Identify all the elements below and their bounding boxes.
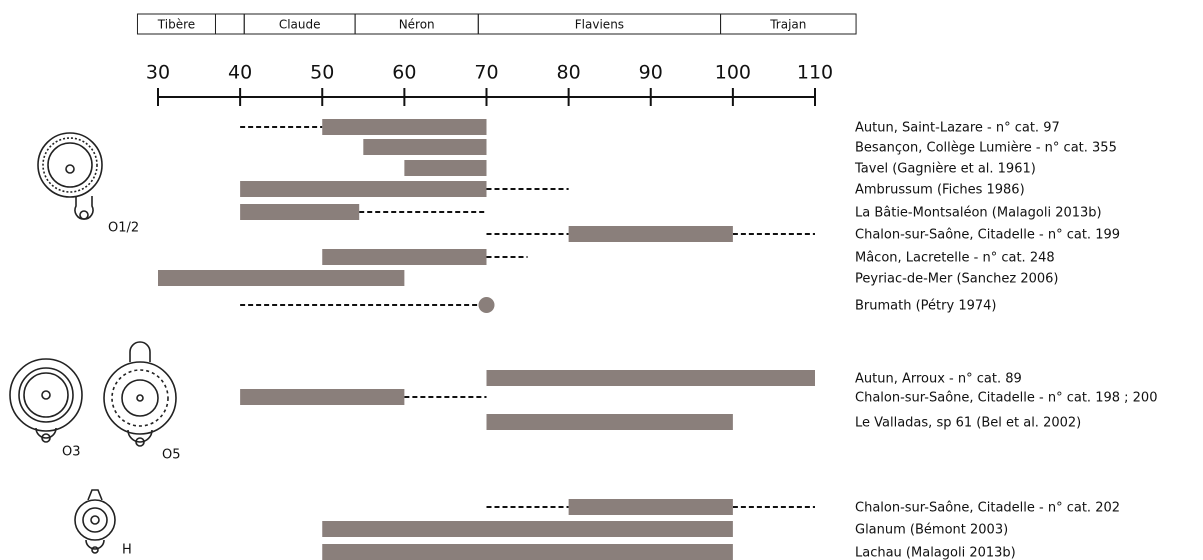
date-range-bar [404,160,487,176]
period-label: Flaviens [575,18,624,32]
date-range-bar [322,544,733,560]
site-label: Le Valladas, sp 61 (Bel et al. 2002) [855,416,1081,431]
site-label: Autun, Saint-Lazare - n° cat. 97 [855,121,1060,136]
date-range-bar [322,119,487,135]
site-label: Besançon, Collège Lumière - n° cat. 355 [855,141,1117,156]
site-label: La Bâtie-Montsaléon (Malagoli 2013b) [855,206,1102,221]
date-point [478,297,495,313]
period-box [720,13,857,35]
x-tick-label: 90 [639,62,663,84]
site-label: Mâcon, Lacretelle - n° cat. 248 [855,251,1055,266]
x-tick-label: 70 [474,62,498,84]
site-label: Chalon-sur-Saône, Citadelle - n° cat. 19… [855,391,1157,406]
date-range-bar [568,499,733,515]
site-label: Chalon-sur-Saône, Citadelle - n° cat. 19… [855,228,1120,243]
lamp-type: O5 [162,448,181,463]
x-tick-label: 40 [228,62,252,84]
period-label: Trajan [769,18,806,32]
site-label: Glanum (Bémont 2003) [855,523,1008,538]
lamp-type: O1/2 [108,221,139,236]
date-range-bar [486,370,815,386]
date-range-bar [240,181,487,197]
lamp-type: H [122,543,132,558]
date-range-bar [240,389,405,405]
date-range-bar [240,204,360,220]
period-label: Tibère [157,18,195,32]
date-range-bar [486,414,733,430]
site-label: Brumath (Pétry 1974) [855,299,996,314]
x-tick-label: 110 [797,62,833,84]
date-range-bar [322,249,487,265]
x-tick-label: 80 [557,62,581,84]
x-tick-label: 30 [146,62,170,84]
lamp-type: O3 [62,445,81,460]
site-label: Peyriac-de-Mer (Sanchez 2006) [855,272,1059,287]
site-label: Chalon-sur-Saône, Citadelle - n° cat. 20… [855,501,1120,516]
lamp-icons [9,132,177,554]
period-label: Claude [279,18,321,32]
date-range-bar [363,139,487,155]
site-label: Tavel (Gagnière et al. 1961) [854,162,1036,177]
period-box [214,13,245,35]
date-range-bar [568,226,733,242]
x-tick-label: 50 [310,62,334,84]
x-tick-label: 100 [715,62,751,84]
period-label: Néron [399,18,435,32]
date-range-bar [322,521,733,537]
site-label: Autun, Arroux - n° cat. 89 [855,372,1022,387]
x-tick-label: 60 [392,62,416,84]
date-range-bar [158,270,405,286]
site-label: Lachau (Malagoli 2013b) [855,546,1016,560]
site-label: Ambrussum (Fiches 1986) [855,183,1025,198]
